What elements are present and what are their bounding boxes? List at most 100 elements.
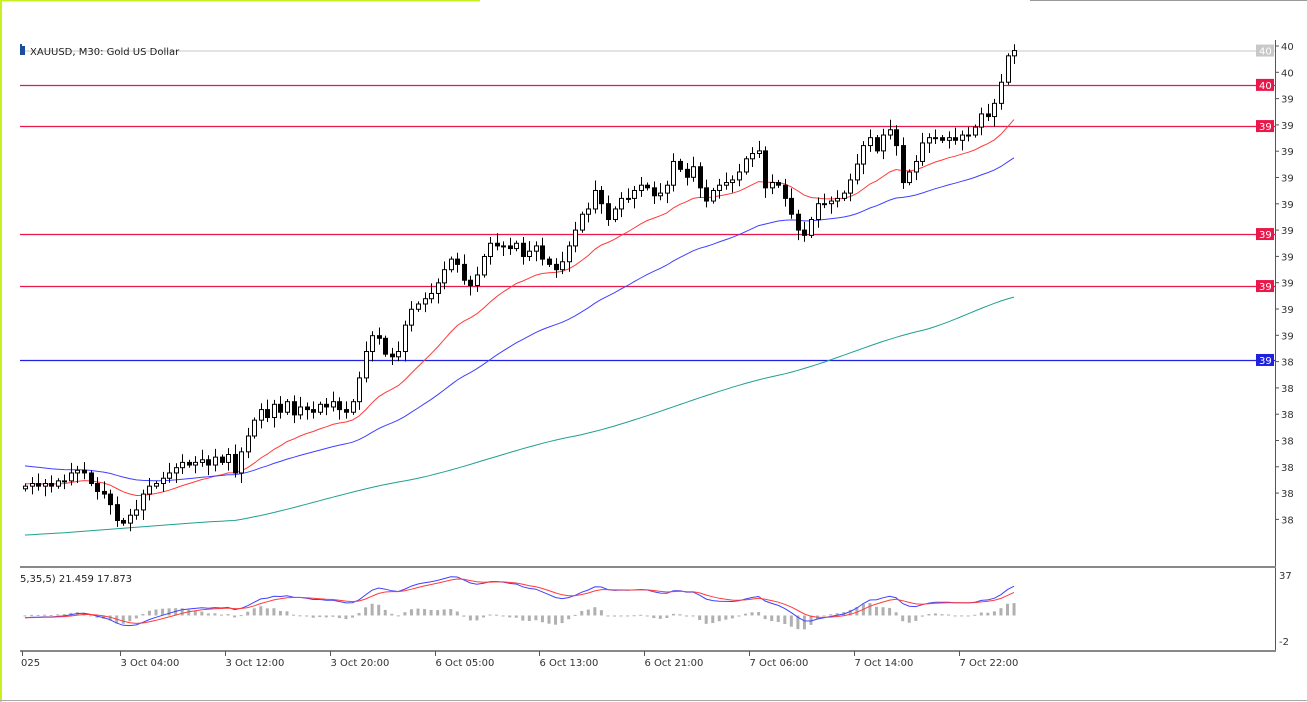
- bear-candle: [645, 184, 650, 189]
- bull-candle: [888, 129, 893, 136]
- bull-candle: [23, 485, 28, 490]
- bear-candle: [940, 137, 945, 141]
- bull-candle: [423, 298, 428, 305]
- oscillator-histogram-bar: [488, 614, 492, 616]
- oscillator-histogram-bar: [776, 615, 780, 622]
- bull-candle: [829, 200, 834, 205]
- oscillator-subwindow[interactable]: 5,35,5) 21.459 17.873 37 -2: [20, 566, 1292, 652]
- oscillator-histogram-bar: [396, 615, 400, 617]
- bear-candle: [783, 184, 788, 199]
- oscillator-histogram-bar: [927, 614, 931, 616]
- bear-candle: [763, 150, 768, 189]
- bear-candle: [789, 197, 794, 215]
- oscillator-histogram-bar: [272, 608, 276, 616]
- symbol-icon: [20, 46, 25, 55]
- oscillator-histogram-bar: [475, 615, 479, 621]
- bear-candle: [36, 483, 41, 487]
- bull-candle: [573, 229, 578, 247]
- oscillator-histogram-bar: [357, 613, 361, 616]
- bull-candle: [658, 192, 663, 197]
- oscillator-histogram-bar: [573, 614, 577, 616]
- bull-candle: [822, 203, 827, 206]
- main-plot[interactable]: 40 40 39 39 39 39: [20, 44, 1275, 536]
- level-price-badge-label: 39: [1259, 282, 1272, 293]
- bull-candle: [671, 160, 676, 186]
- bull-candle: [409, 308, 414, 326]
- oscillator-histogram-bar: [953, 615, 957, 617]
- bear-candle: [776, 182, 781, 186]
- oscillator-histogram-bar: [141, 613, 145, 616]
- oscillator-histogram-bar: [455, 611, 459, 616]
- bull-candle: [750, 153, 755, 160]
- time-tick-label: 7 Oct 22:00: [960, 658, 1019, 669]
- bull-candle: [842, 192, 847, 199]
- bear-candle: [383, 337, 388, 355]
- oscillator-histogram-bar: [383, 609, 387, 616]
- price-tick-label: 38: [1281, 410, 1294, 421]
- level-price-badge-label: 39: [1259, 356, 1272, 367]
- bull-candle: [619, 197, 624, 210]
- oscillator-histogram-bar: [671, 613, 675, 616]
- bear-candle: [390, 353, 395, 358]
- bull-candle: [999, 81, 1004, 104]
- oscillator-histogram-bar: [881, 607, 885, 616]
- time-tick-label: 025: [21, 658, 40, 669]
- oscillator-histogram-bar: [69, 612, 73, 616]
- oscillator-histogram-bar: [30, 614, 34, 616]
- bull-candle: [69, 472, 74, 482]
- level-price-badge: [1256, 78, 1274, 91]
- oscillator-histogram-bar: [134, 615, 138, 619]
- oscillator-histogram-bar: [521, 615, 525, 621]
- oscillator-histogram-bar: [62, 614, 66, 616]
- bull-candle: [757, 150, 762, 155]
- oscillator-histogram-bar: [344, 615, 348, 620]
- bull-candle: [580, 213, 585, 231]
- bull-candle: [174, 467, 179, 474]
- bear-candle: [121, 519, 126, 524]
- bear-candle: [233, 453, 238, 474]
- bull-candle: [809, 219, 814, 236]
- oscillator-histogram-bar: [914, 615, 918, 621]
- bull-candle: [861, 145, 866, 165]
- bull-candle: [285, 401, 290, 413]
- bear-candle: [901, 145, 906, 184]
- bear-candle: [462, 263, 467, 281]
- bear-candle: [606, 203, 611, 221]
- bull-candle: [436, 282, 441, 294]
- oscillator-histogram-bar: [449, 609, 453, 616]
- bull-candle: [213, 456, 218, 466]
- price-axis[interactable]: 40 40 39 39 39 39 39 39 39 39 39 39 38 38 38 38 38 38 38: [1275, 40, 1294, 652]
- bull-candle: [593, 189, 598, 210]
- oscillator-histogram-bar: [187, 609, 191, 616]
- bear-candle: [311, 409, 316, 413]
- bear-candle: [95, 483, 100, 492]
- bull-candle: [154, 483, 159, 487]
- bear-candle: [278, 403, 283, 413]
- bull-candle: [711, 189, 716, 202]
- oscillator-histogram-bar: [233, 615, 237, 618]
- price-tick-label: 38: [1281, 358, 1294, 369]
- bull-candle: [914, 160, 919, 173]
- price-tick-label: 39: [1281, 174, 1294, 185]
- bull-candle: [724, 182, 729, 186]
- price-tick-label: 39: [1281, 331, 1294, 342]
- price-tick-label: 39: [1281, 95, 1294, 106]
- bear-candle: [508, 245, 513, 250]
- bull-candle: [246, 435, 251, 453]
- oscillator-histogram-bar: [213, 613, 217, 616]
- oscillator-histogram-bar: [737, 615, 741, 617]
- oscillator-histogram-bar: [947, 614, 951, 616]
- bear-candle: [337, 401, 342, 411]
- time-axis[interactable]: 025 3 Oct 04:00 3 Oct 12:00 3 Oct 20:00 6 Oc…: [21, 651, 1018, 669]
- bull-candle: [632, 189, 637, 199]
- oscillator-histogram-bar: [239, 615, 243, 617]
- oscillator-histogram-bar: [960, 615, 964, 617]
- oscillator-histogram-bar: [750, 612, 754, 616]
- oscillator-histogram-bar: [711, 615, 715, 624]
- bull-candle: [691, 166, 696, 178]
- bull-candle: [364, 351, 369, 379]
- oscillator-histogram-bar: [835, 613, 839, 616]
- oscillator-histogram-bar: [691, 615, 695, 617]
- oscillator-histogram-bar: [121, 615, 125, 624]
- price-tick-label: 39: [1281, 305, 1294, 316]
